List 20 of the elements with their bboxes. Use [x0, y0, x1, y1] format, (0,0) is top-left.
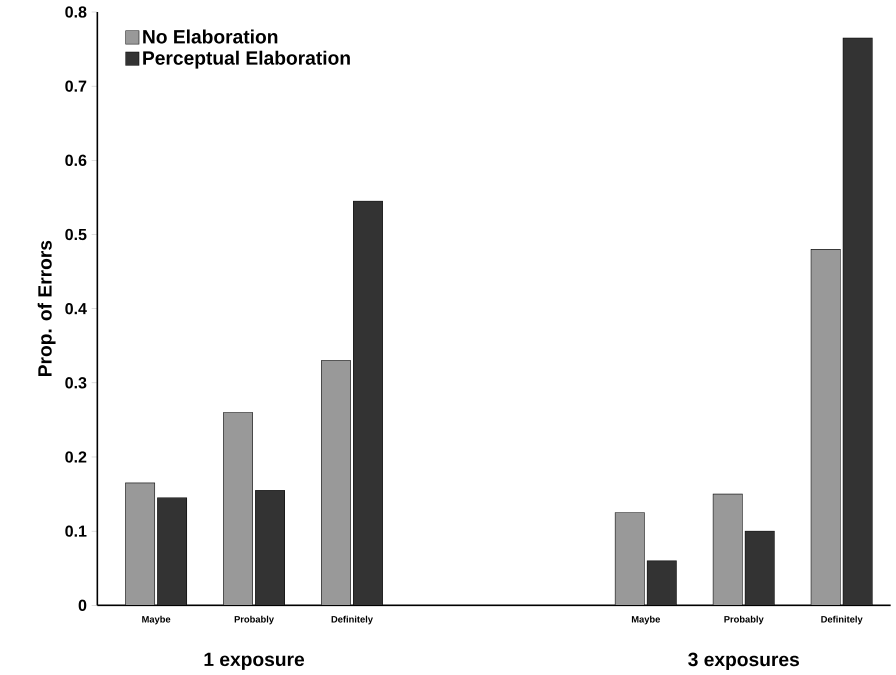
y-tick-label: 0.8	[65, 6, 86, 18]
y-tick-label: 0.7	[65, 80, 86, 92]
text: 1 exposure	[204, 652, 304, 670]
x-tick-label: Probably	[724, 616, 764, 625]
x-tick-label: Maybe	[142, 616, 170, 625]
x-tick-label: Definitely	[332, 616, 373, 625]
y-tick-label: 0.4	[65, 303, 87, 314]
y-tick-label: 0.5	[65, 229, 86, 240]
x-tick-label: Definitely	[821, 616, 863, 625]
legend-label: No Elaboration	[143, 30, 278, 44]
y-tick-label: 0.6	[65, 154, 86, 166]
x-tick-label: Maybe	[632, 616, 660, 625]
y-axis-title: Prop. of Errors	[38, 240, 56, 376]
x-tick-label: Probably	[234, 616, 274, 625]
y-tick-label: 0.1	[65, 526, 86, 537]
y-tick-label: 0.2	[65, 452, 86, 463]
y-tick-label: 0	[78, 600, 86, 612]
y-tick-label: 0.3	[65, 377, 86, 389]
text: 3 exposures	[688, 652, 799, 670]
legend-label: Perceptual Elaboration	[143, 50, 350, 69]
